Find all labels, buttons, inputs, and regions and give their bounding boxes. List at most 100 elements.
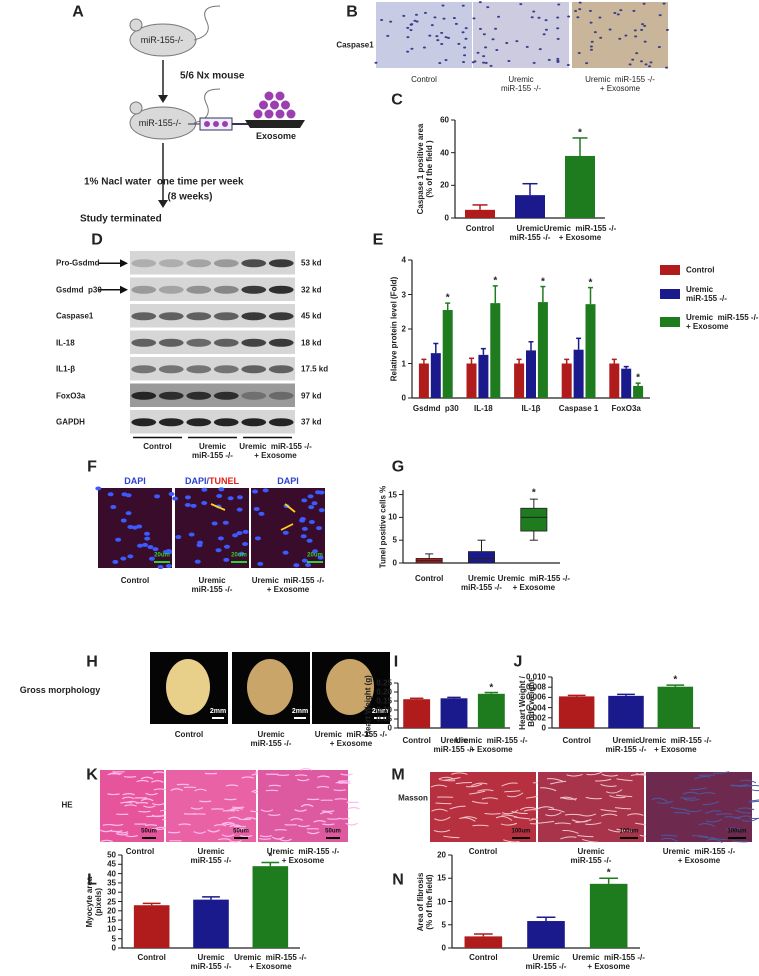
nucleus <box>262 488 269 493</box>
cell-border <box>296 778 310 782</box>
cell-border <box>151 779 164 783</box>
nucleus <box>446 36 450 39</box>
x-tick-label: Uremic miR-155 -/- + Exosome <box>455 736 528 754</box>
nucleus <box>282 530 289 535</box>
nucleus <box>112 559 119 564</box>
bar <box>565 155 595 218</box>
blot-band <box>241 259 267 268</box>
nucleus <box>299 517 306 522</box>
x-tick-label: IL-1β <box>521 404 541 413</box>
fiber <box>750 789 759 792</box>
nucleus <box>308 505 315 510</box>
significance-mark: * <box>540 276 545 288</box>
cell-border <box>221 821 235 825</box>
nucleus <box>236 507 243 512</box>
fiber <box>699 792 716 795</box>
nucleus <box>556 57 560 60</box>
nucleus <box>578 1 582 4</box>
bar <box>465 209 495 218</box>
y-tick-label: 0.006 <box>525 692 546 702</box>
micrograph <box>374 2 472 68</box>
x-tick-label: Uremic miR-155 -/- + Exosome <box>572 953 645 971</box>
fiber <box>554 822 571 825</box>
fiber <box>600 808 617 812</box>
nucleus <box>619 9 623 12</box>
blot-band <box>213 391 239 400</box>
blot-band <box>213 285 239 294</box>
blot-band <box>268 365 294 374</box>
fiber <box>741 817 759 822</box>
panel-letter: G <box>391 458 405 476</box>
blot-band <box>241 312 267 321</box>
nucleus <box>142 542 149 547</box>
x-tick-label: Gsdmd p30 <box>412 404 459 413</box>
nucleus <box>525 45 529 48</box>
cell-border <box>333 789 346 792</box>
micrograph-bg <box>473 2 569 68</box>
label: 2mm <box>209 708 227 715</box>
x-tick-label: Caspase 1 <box>558 404 599 413</box>
cell-border <box>225 784 239 787</box>
nucleus <box>441 4 445 7</box>
nucleus <box>436 39 440 42</box>
blot-band <box>158 391 184 400</box>
cell-border <box>337 780 351 783</box>
label: Uremic miR-155 -/- + Exosome <box>239 441 312 460</box>
nucleus <box>577 52 581 55</box>
nucleus <box>544 28 548 31</box>
nucleus <box>257 561 264 566</box>
cell-border <box>152 803 165 806</box>
cell-border <box>178 823 191 826</box>
fiber <box>601 773 618 777</box>
bar <box>515 195 545 218</box>
syringe-dot <box>204 121 210 127</box>
micrograph-bg <box>175 488 249 568</box>
bar <box>418 363 429 398</box>
significance-mark: * <box>489 682 494 694</box>
nucleus <box>484 61 488 64</box>
fiber <box>683 798 700 801</box>
fiber <box>501 814 518 818</box>
fiber <box>724 816 741 820</box>
blot-band <box>158 285 184 294</box>
fiber <box>616 794 633 798</box>
label: 20um <box>154 552 170 559</box>
exosome-dot <box>275 109 285 119</box>
nucleus <box>618 37 622 40</box>
fiber <box>459 817 476 822</box>
y-tick-label: 5 <box>441 920 446 930</box>
nucleus <box>311 501 318 506</box>
fiber <box>438 776 455 780</box>
fiber <box>520 806 537 811</box>
fiber <box>549 780 567 785</box>
label: miR-155-/- <box>140 35 184 45</box>
fiber <box>616 778 633 782</box>
nucleus <box>505 42 509 45</box>
y-tick-label: 0.004 <box>525 703 546 713</box>
nucleus <box>640 60 644 63</box>
stain-label: DAPI <box>124 476 146 486</box>
y-tick-label: 0 <box>444 213 449 223</box>
label: Uremic miR-155 -/- <box>192 441 233 460</box>
label: Uremic miR-155 -/- <box>570 847 612 865</box>
nucleus <box>547 58 551 61</box>
micrograph <box>572 1 669 69</box>
cell-border <box>319 811 333 815</box>
panel-letter: D <box>91 231 103 249</box>
nucleus <box>168 492 175 497</box>
cell-border <box>170 788 184 792</box>
fiber <box>451 772 468 775</box>
label: 100um <box>619 828 639 835</box>
fiber <box>466 783 483 788</box>
cell-border <box>153 788 166 791</box>
legend-swatch <box>660 289 680 299</box>
fiber <box>731 840 748 843</box>
significance-mark: * <box>531 487 536 499</box>
y-tick-label: 0 <box>387 723 392 733</box>
nucleus <box>494 27 498 30</box>
fiber <box>713 771 730 774</box>
cell-border <box>199 800 212 803</box>
nucleus <box>154 494 161 499</box>
nucleus <box>148 556 155 561</box>
fiber <box>690 787 707 791</box>
